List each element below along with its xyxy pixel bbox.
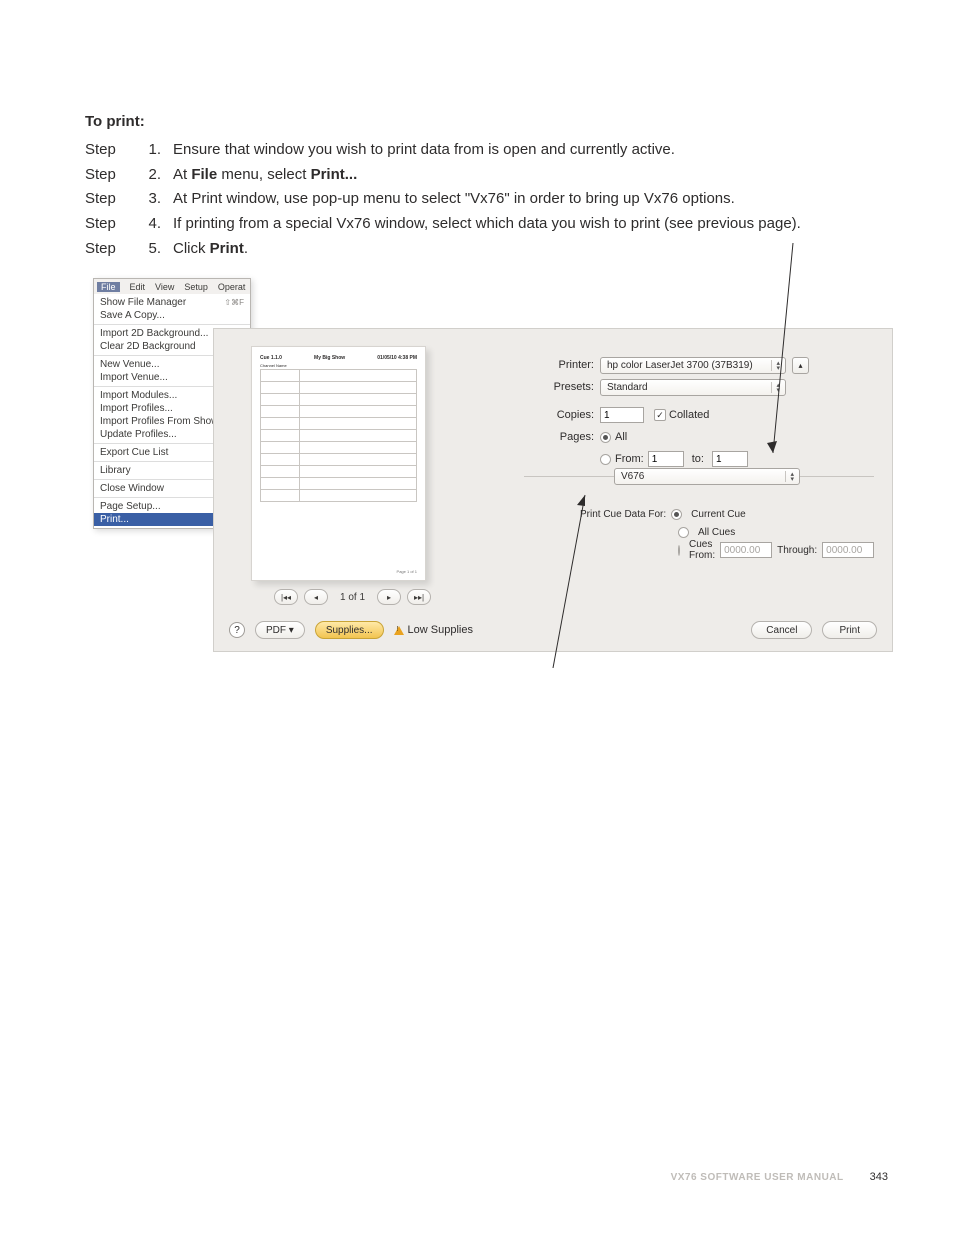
pdf-button[interactable]: PDF ▾ <box>255 621 305 639</box>
step-text: At File menu, select Print... <box>173 163 894 188</box>
step-label: Step <box>85 212 131 237</box>
help-icon[interactable]: ? <box>229 622 245 638</box>
step-row: Step 5. Click Print. <box>85 237 894 262</box>
pages-from-input[interactable] <box>648 451 684 467</box>
menubar-item[interactable]: Edit <box>130 282 146 292</box>
preview-center: My Big Show <box>314 355 345 361</box>
file-menu-item[interactable]: Save A Copy... <box>100 309 244 322</box>
cue-from-label: Cues From: <box>689 539 715 561</box>
preview-nav: |◂◂ ◂ 1 of 1 ▸ ▸▸| <box>274 589 431 605</box>
step-text: Ensure that window you wish to print dat… <box>173 138 894 163</box>
cue-all-label: All Cues <box>698 527 735 538</box>
supplies-button[interactable]: Supplies... <box>315 621 384 639</box>
step-row: Step 1. Ensure that window you wish to pri… <box>85 138 894 163</box>
printer-up-button[interactable]: ▴ <box>792 357 809 374</box>
form-divider: V676▴▾ <box>524 476 874 477</box>
step-label: Step <box>85 187 131 212</box>
print-dialog-form: Printer: hp color LaserJet 3700 (37B319)… <box>524 354 874 559</box>
copies-label: Copies: <box>524 409 594 421</box>
step-label: Step <box>85 163 131 188</box>
presets-label: Presets: <box>524 381 594 393</box>
copies-input[interactable] <box>600 407 644 423</box>
nav-next-button[interactable]: ▸ <box>377 589 401 605</box>
printer-select[interactable]: hp color LaserJet 3700 (37B319)▴▾ <box>600 357 786 374</box>
pages-from-radio[interactable] <box>600 454 611 465</box>
page-footer: VX76 SOFTWARE USER MANUAL 343 <box>671 1171 888 1183</box>
cue-data-block: Print Cue Data For: Current Cue All Cues… <box>580 505 874 559</box>
instructions-block: To print: Step 1. Ensure that window you w… <box>85 110 894 262</box>
step-number: 2. <box>143 163 161 188</box>
file-menu-bar: File Edit View Setup Operat <box>94 279 250 294</box>
preview-right: 01/05/10 4:38 PM <box>377 355 417 361</box>
footer-manual: VX76 SOFTWARE USER MANUAL <box>671 1172 844 1183</box>
step-text: Click Print. <box>173 237 894 262</box>
pages-to-input[interactable] <box>712 451 748 467</box>
cue-header: Print Cue Data For: <box>580 509 666 520</box>
pages-to-label: to: <box>692 453 704 465</box>
printer-label: Printer: <box>524 359 594 371</box>
presets-select[interactable]: Standard▴▾ <box>600 379 786 396</box>
screenshots-wrapper: File Edit View Setup Operat Show File Manage… <box>93 278 893 658</box>
step-number: 3. <box>143 187 161 212</box>
step-text: If printing from a special Vx76 window, … <box>173 212 894 237</box>
pages-from-label: From: <box>615 453 644 465</box>
print-button[interactable]: Print <box>822 621 877 639</box>
preview-footer: Page 1 of 1 <box>397 569 417 574</box>
step-number: 4. <box>143 212 161 237</box>
menubar-item[interactable]: File <box>97 282 120 292</box>
cue-through-input[interactable] <box>822 542 874 558</box>
step-number: 5. <box>143 237 161 262</box>
cue-from-radio[interactable] <box>678 545 680 556</box>
step-label: Step <box>85 237 131 262</box>
cue-from-input[interactable] <box>720 542 772 558</box>
cue-through-label: Through: <box>777 545 817 556</box>
preview-left: Cue 1.1.0 <box>260 355 282 361</box>
print-preview: Cue 1.1.0 My Big Show 01/05/10 4:38 PM C… <box>251 346 426 581</box>
cue-all-radio[interactable] <box>678 527 689 538</box>
nav-last-button[interactable]: ▸▸| <box>407 589 431 605</box>
step-text: At Print window, use pop-up menu to sele… <box>173 187 894 212</box>
popup-select[interactable]: V676▴▾ <box>614 468 800 485</box>
warning-icon <box>394 626 404 635</box>
step-number: 1. <box>143 138 161 163</box>
step-row: Step 2. At File menu, select Print... <box>85 163 894 188</box>
cue-current-radio[interactable] <box>671 509 682 520</box>
pages-all-label: All <box>615 431 627 443</box>
step-row: Step 3. At Print window, use pop-up menu t… <box>85 187 894 212</box>
cancel-button[interactable]: Cancel <box>751 621 812 639</box>
cue-current-label: Current Cue <box>691 509 745 520</box>
nav-page-indicator: 1 of 1 <box>340 592 365 603</box>
collated-checkbox[interactable]: ✓ <box>654 409 666 421</box>
nav-prev-button[interactable]: ◂ <box>304 589 328 605</box>
file-menu-item[interactable]: Show File Manager⇧⌘F <box>100 296 244 309</box>
menubar-item[interactable]: Operat <box>218 282 246 292</box>
nav-first-button[interactable]: |◂◂ <box>274 589 298 605</box>
preview-sub: Channel Name <box>260 363 417 368</box>
footer-page-no: 343 <box>870 1171 888 1183</box>
print-dialog: Cue 1.1.0 My Big Show 01/05/10 4:38 PM C… <box>213 328 893 652</box>
step-row: Step 4. If printing from a special Vx76 wi… <box>85 212 894 237</box>
pages-label: Pages: <box>524 431 594 443</box>
preview-table <box>260 369 417 502</box>
low-supplies-label: Low Supplies <box>394 624 473 636</box>
menubar-item[interactable]: View <box>155 282 174 292</box>
pages-all-radio[interactable] <box>600 432 611 443</box>
menubar-item[interactable]: Setup <box>184 282 208 292</box>
instructions-heading: To print: <box>85 110 894 135</box>
step-label: Step <box>85 138 131 163</box>
collated-label: Collated <box>669 409 709 421</box>
